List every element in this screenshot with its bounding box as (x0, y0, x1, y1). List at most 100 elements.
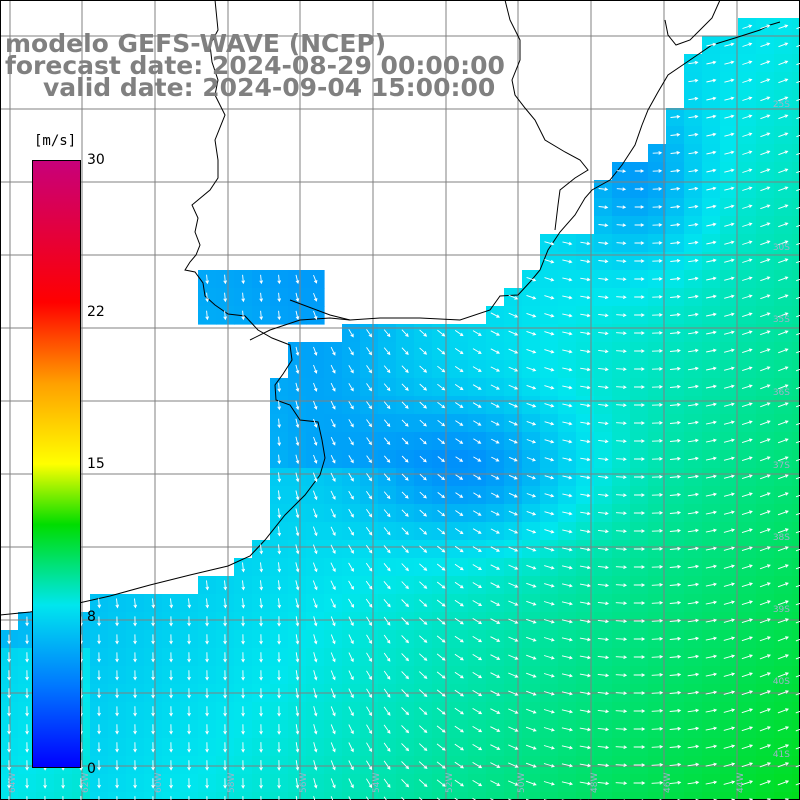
wind-arrow-385 (383, 437, 391, 446)
wind-arrow-662 (205, 598, 210, 609)
wind-arrow-1104 (79, 778, 83, 789)
wind-arrow-931 (205, 706, 209, 717)
wind-arrow-283 (706, 366, 717, 371)
wind-arrow-1065 (187, 760, 191, 771)
wind-arrow-180 (205, 310, 210, 321)
wind-arrow-584 (705, 546, 718, 551)
wind-arrow-792 (133, 652, 137, 663)
wind-arrow-223 (670, 330, 681, 335)
wind-arrow-488 (615, 493, 627, 498)
wind-arrow-632 (383, 581, 391, 590)
lon-label-5: 54W (372, 773, 382, 793)
wind-arrow-206 (366, 329, 373, 338)
wind-cell-1054 (792, 738, 800, 757)
wind-arrow-244 (526, 348, 537, 354)
wind-arrow-31 (670, 114, 681, 119)
wind-arrow-971 (115, 724, 119, 735)
wind-arrow-310 (651, 385, 663, 389)
wind-arrow-607 (544, 565, 555, 570)
wind-arrow-906 (561, 691, 573, 696)
wind-arrow-1000 (633, 727, 646, 731)
wind-arrow-929 (169, 706, 173, 717)
wind-arrow-593 (295, 562, 300, 573)
wind-cell-1183 (684, 792, 703, 800)
wind-arrow-377 (777, 420, 789, 426)
wind-arrow-440 (295, 472, 300, 483)
wind-arrow-994 (525, 726, 537, 732)
wind-arrow-816 (561, 655, 573, 660)
wind-arrow-282 (687, 366, 699, 371)
wind-arrow-443 (348, 472, 354, 482)
wind-arrow-560 (277, 544, 282, 555)
wind-arrow-297 (419, 383, 427, 391)
wind-cell-468 (792, 468, 800, 487)
wind-arrow-591 (259, 562, 264, 573)
wind-arrow-1023 (241, 742, 245, 753)
wind-cell-3 (792, 18, 800, 37)
wind-arrow-1077 (401, 761, 410, 770)
wind-cell-1177 (576, 792, 595, 800)
colorbar-tick-8: 8 (87, 609, 96, 625)
wind-arrow-316 (760, 384, 771, 390)
wind-arrow-266 (401, 365, 409, 373)
wind-arrow-469 (277, 490, 282, 501)
wind-arrow-224 (688, 330, 699, 335)
wind-cell-784 (792, 630, 800, 649)
wind-arrow-230 (796, 332, 800, 336)
wind-arrow-498 (795, 494, 800, 498)
wind-arrow-494 (723, 492, 735, 497)
wind-arrow-853 (418, 671, 428, 680)
wind-arrow-263 (348, 365, 354, 374)
wind-arrow-1052 (759, 744, 772, 750)
wind-arrow-448 (437, 474, 446, 481)
wind-arrow-91 (598, 223, 609, 228)
wind-arrow-765 (454, 635, 464, 643)
wind-arrow-1145 (8, 796, 10, 800)
wind-arrow-978 (241, 724, 245, 735)
wind-arrow-503 (348, 508, 354, 518)
wind-arrow-850 (366, 670, 372, 680)
wind-arrow-709 (259, 616, 263, 627)
wind-arrow-5 (724, 42, 735, 47)
wind-arrow-726 (561, 619, 573, 624)
wind-arrow-154 (778, 276, 789, 282)
wind-cell-408 (792, 432, 800, 451)
wind-arrow-1094 (705, 762, 718, 767)
wind-arrow-95 (670, 222, 681, 227)
wind-arrow-455 (562, 475, 573, 480)
wind-arrow-683 (579, 601, 591, 606)
wind-arrow-619 (759, 564, 771, 570)
wind-arrow-893 (330, 688, 336, 699)
wind-arrow-650 (705, 582, 717, 587)
wind-arrow-634 (419, 581, 428, 589)
wind-arrow-831 (25, 670, 29, 681)
wind-arrow-338 (616, 403, 627, 408)
wind-arrow-592 (277, 562, 282, 573)
wind-arrow-120 (580, 259, 591, 264)
wind-arrow-1020 (187, 742, 191, 753)
wind-arrow-370 (651, 421, 663, 425)
wind-arrow-39 (670, 132, 681, 137)
wind-arrow-261 (313, 364, 318, 374)
wind-arrow-484 (544, 493, 555, 498)
wind-arrow-219 (598, 331, 609, 336)
wind-arrow-160 (277, 292, 282, 303)
wind-arrow-355 (383, 419, 391, 428)
wind-arrow-415 (383, 455, 391, 463)
wind-arrow-755 (277, 634, 281, 645)
wind-arrow-957 (669, 708, 682, 713)
wind-arrow-342 (687, 402, 699, 407)
wind-arrow-531 (312, 526, 318, 537)
wind-arrow-246 (562, 349, 573, 354)
wind-arrow-795 (187, 652, 191, 663)
wind-arrow-231 (295, 346, 300, 357)
wind-arrow-35 (742, 114, 753, 119)
wind-arrow-38 (796, 116, 800, 120)
wind-arrow-474 (366, 491, 373, 500)
wind-arrow-457 (598, 475, 609, 480)
wind-arrow-3 (796, 26, 800, 30)
wind-arrow-668 (312, 598, 318, 609)
wind-arrow-286 (760, 366, 771, 372)
wind-arrow-847 (313, 670, 318, 681)
wind-arrow-354 (366, 419, 373, 428)
